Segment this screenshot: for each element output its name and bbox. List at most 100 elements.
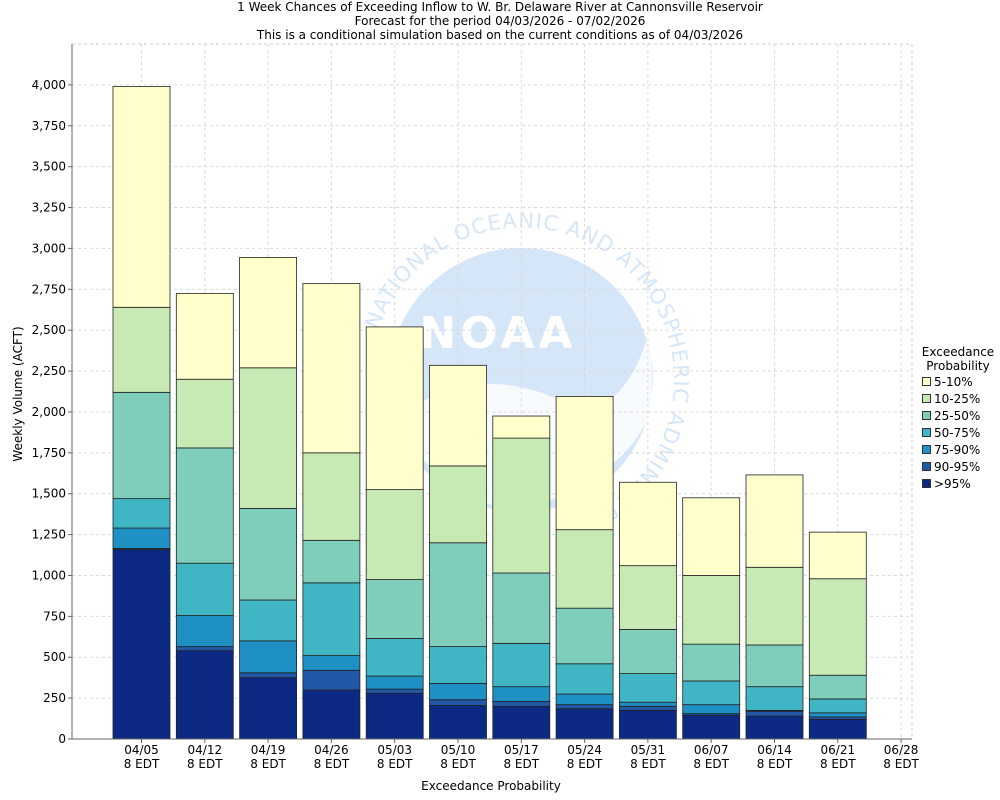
y-tick-label: 1,500 bbox=[32, 487, 66, 501]
x-tick-label-date: 04/26 bbox=[314, 743, 349, 757]
bar-segment bbox=[365, 489, 424, 580]
bars bbox=[112, 86, 867, 740]
bar-segment bbox=[745, 644, 804, 688]
x-tick-label-date: 06/21 bbox=[821, 743, 856, 757]
bar-segment bbox=[492, 572, 551, 644]
legend-label: 25-50% bbox=[934, 408, 981, 423]
bar-segment bbox=[112, 391, 171, 500]
bar-segment bbox=[429, 542, 487, 648]
bar-segment bbox=[682, 680, 741, 706]
y-tick-label: 250 bbox=[43, 691, 66, 705]
bar-segment bbox=[239, 599, 298, 642]
bar-segment bbox=[429, 699, 487, 706]
legend-item: 50-75% bbox=[922, 424, 1000, 441]
bar-segment bbox=[682, 704, 741, 715]
x-tick-label-date: 04/05 bbox=[124, 743, 159, 757]
noaa-logo-text: NOAA bbox=[419, 308, 576, 359]
legend-swatch bbox=[922, 462, 931, 471]
bar-segment bbox=[302, 669, 361, 691]
bar-segment bbox=[239, 508, 298, 601]
bar-segment bbox=[302, 452, 361, 541]
x-tick-label-date: 05/24 bbox=[567, 743, 602, 757]
legend-label: 50-75% bbox=[934, 425, 981, 440]
bar-segment bbox=[808, 674, 867, 700]
x-tick-label-date: 05/10 bbox=[441, 743, 476, 757]
bar-segment bbox=[175, 292, 234, 380]
bar-segment bbox=[619, 629, 677, 674]
bar-segment bbox=[555, 693, 614, 706]
bar-segment bbox=[175, 447, 234, 564]
bar-segment bbox=[808, 718, 867, 740]
y-tick-label: 750 bbox=[43, 609, 66, 623]
x-axis-label: Exceedance Probability bbox=[421, 779, 561, 793]
bar-segment bbox=[555, 663, 614, 695]
y-tick-label: 0 bbox=[58, 732, 66, 746]
y-tick-label: 3,750 bbox=[32, 119, 66, 133]
chart-subtitle-period: Forecast for the period 04/03/2026 - 07/… bbox=[354, 14, 646, 28]
bar-segment bbox=[302, 283, 361, 454]
x-tick-label-time: 8 EDT bbox=[567, 757, 603, 771]
bar-segment bbox=[619, 709, 677, 740]
bar-segment bbox=[429, 465, 487, 544]
bar-segment bbox=[555, 607, 614, 665]
bar-segment bbox=[619, 565, 677, 630]
bar-segment bbox=[302, 539, 361, 584]
chart-titles: 1 Week Chances of Exceeding Inflow to W.… bbox=[0, 0, 1000, 42]
bar-segment bbox=[745, 686, 804, 711]
legend-item: 25-50% bbox=[922, 407, 1000, 424]
x-tick-label-time: 8 EDT bbox=[187, 757, 223, 771]
bar-segment bbox=[365, 675, 424, 690]
legend-swatch bbox=[922, 445, 931, 454]
y-tick-label: 3,500 bbox=[32, 160, 66, 174]
x-tick-label-time: 8 EDT bbox=[757, 757, 793, 771]
y-tick-label: 2,000 bbox=[32, 405, 66, 419]
y-tick-label: 500 bbox=[43, 650, 66, 664]
bar-segment bbox=[365, 688, 424, 694]
bar-segment bbox=[682, 497, 741, 576]
y-tick-label: 1,000 bbox=[32, 568, 66, 582]
bar-segment bbox=[682, 575, 741, 645]
bar-segment bbox=[239, 672, 298, 679]
legend-swatch bbox=[922, 411, 931, 420]
y-tick-label: 2,250 bbox=[32, 364, 66, 378]
bar-segment bbox=[682, 643, 741, 682]
legend-item: >95% bbox=[922, 475, 1000, 492]
bar-segment bbox=[745, 566, 804, 646]
bar-segment bbox=[112, 306, 171, 393]
x-tick-label-time: 8 EDT bbox=[693, 757, 729, 771]
bar-segment bbox=[239, 257, 298, 369]
y-tick-label: 1,250 bbox=[32, 528, 66, 542]
bar-segment bbox=[112, 498, 171, 529]
bar-segment bbox=[302, 689, 361, 740]
x-tick-label-date: 04/12 bbox=[188, 743, 223, 757]
y-tick-label: 2,500 bbox=[32, 323, 66, 337]
chart-subtitle-conditions: This is a conditional simulation based o… bbox=[256, 28, 744, 42]
bar-segment bbox=[429, 646, 487, 684]
bar-segment bbox=[365, 692, 424, 740]
legend-item: 5-10% bbox=[922, 373, 1000, 390]
x-tick-label-time: 8 EDT bbox=[883, 757, 919, 771]
bar-segment bbox=[429, 683, 487, 701]
legend-swatch bbox=[922, 377, 931, 386]
bar-segment bbox=[365, 326, 424, 491]
bar-segment bbox=[175, 562, 234, 616]
chart-title: 1 Week Chances of Exceeding Inflow to W.… bbox=[237, 0, 763, 14]
bar-segment bbox=[555, 704, 614, 710]
bar-segment bbox=[808, 531, 867, 580]
x-tick-label-date: 05/17 bbox=[504, 743, 539, 757]
axes: 0 250 500 750 1,000 1,250 1,500 1,750 2,000 2,250… bbox=[32, 44, 920, 771]
bar-segment bbox=[555, 396, 614, 531]
x-tick-label-time: 8 EDT bbox=[250, 757, 286, 771]
legend-label: 75-90% bbox=[934, 442, 981, 457]
bar-segment bbox=[175, 650, 234, 740]
bar-segment bbox=[175, 378, 234, 449]
x-tick-label-date: 04/19 bbox=[251, 743, 286, 757]
legend-label: 5-10% bbox=[934, 374, 973, 389]
legend-title: Exceedance Probability bbox=[916, 345, 1000, 373]
x-tick-label-date: 06/28 bbox=[884, 743, 919, 757]
bar-segment bbox=[682, 714, 741, 740]
y-axis-label: Weekly Volume (ACFT) bbox=[11, 326, 25, 461]
bar-segment bbox=[239, 640, 298, 674]
y-tick-label: 3,250 bbox=[32, 201, 66, 215]
